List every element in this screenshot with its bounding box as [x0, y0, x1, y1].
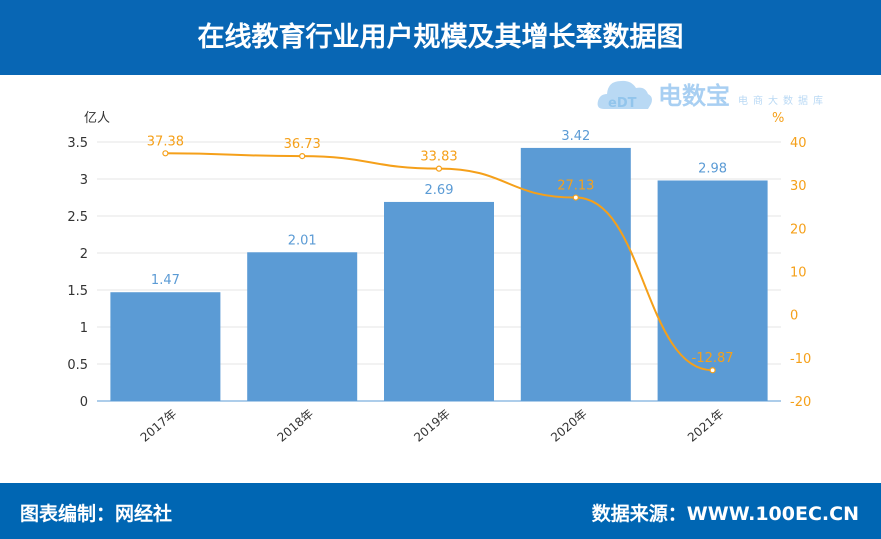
- right-tick-label: 30: [790, 179, 807, 194]
- x-tick-label: 2019年: [411, 407, 453, 445]
- bar: [520, 147, 631, 401]
- svg-text:电数宝: 电数宝: [658, 82, 730, 110]
- line-value-label: 27.13: [557, 179, 594, 194]
- left-tick-label: 2.5: [67, 210, 88, 225]
- left-tick-label: 0: [80, 395, 88, 410]
- x-tick-label: 2018年: [275, 407, 317, 445]
- line-point: [435, 165, 443, 172]
- left-tick-label: 1.5: [67, 284, 88, 299]
- left-tick-label: 3: [80, 173, 88, 188]
- left-axis-label: 亿人: [84, 111, 110, 126]
- footer-credit: 图表编制：网经社: [20, 503, 173, 525]
- right-tick-label: 40: [790, 136, 807, 151]
- x-tick-label: 2021年: [685, 407, 727, 445]
- growth-rate-line: [165, 152, 713, 372]
- bar: [384, 201, 494, 401]
- line-point: [572, 194, 579, 201]
- line-value-label: 37.38: [147, 134, 184, 149]
- line-point: [299, 153, 306, 160]
- right-tick-label: -10: [790, 352, 811, 367]
- right-tick-label: -20: [790, 395, 811, 410]
- svg-text:eDT: eDT: [608, 96, 637, 111]
- x-tick-label: 2017年: [138, 407, 180, 445]
- bar-value-label: 2.98: [698, 161, 727, 176]
- x-tick-label: 2020年: [548, 407, 590, 445]
- line-value-label: -12.87: [692, 351, 734, 366]
- chart-title: 在线教育行业用户规模及其增长率数据图: [0, 0, 881, 75]
- line-value-label: 33.83: [420, 150, 457, 165]
- right-tick-label: 20: [790, 222, 807, 237]
- line-point: [162, 150, 169, 157]
- watermark-logo: eDT 电数宝 电商大数据库: [596, 77, 876, 111]
- chart-area: 0 0.5 1 1.5 2 2.5 3 3.5 -20 -10 0 10 20 30 40 亿人 % 1.47 20…: [67, 111, 811, 445]
- bar: [110, 292, 221, 401]
- svg-text:电商大数据库: 电商大数据库: [738, 94, 828, 107]
- right-tick-label: 0: [790, 309, 798, 324]
- footer-bar: 图表编制：网经社 数据来源：WWW.100EC.CN: [0, 483, 881, 539]
- line-point: [709, 367, 716, 374]
- bar: [657, 180, 768, 401]
- left-tick-label: 2: [80, 247, 88, 262]
- right-axis-label: %: [772, 111, 784, 126]
- footer-source: 数据来源：WWW.100EC.CN: [591, 503, 859, 525]
- right-tick-label: 10: [790, 266, 807, 281]
- left-tick-label: 1: [80, 321, 88, 336]
- bar-value-label: 3.42: [561, 129, 590, 144]
- bar-value-label: 2.69: [425, 183, 454, 198]
- left-tick-label: 3.5: [67, 136, 88, 151]
- left-tick-label: 0.5: [67, 358, 88, 373]
- line-value-label: 36.73: [284, 137, 321, 152]
- cloud-logo-icon: eDT 电数宝 电商大数据库: [597, 80, 828, 111]
- bar-value-label: 2.01: [288, 233, 317, 248]
- bar-value-label: 1.47: [151, 273, 180, 288]
- bar: [247, 252, 358, 401]
